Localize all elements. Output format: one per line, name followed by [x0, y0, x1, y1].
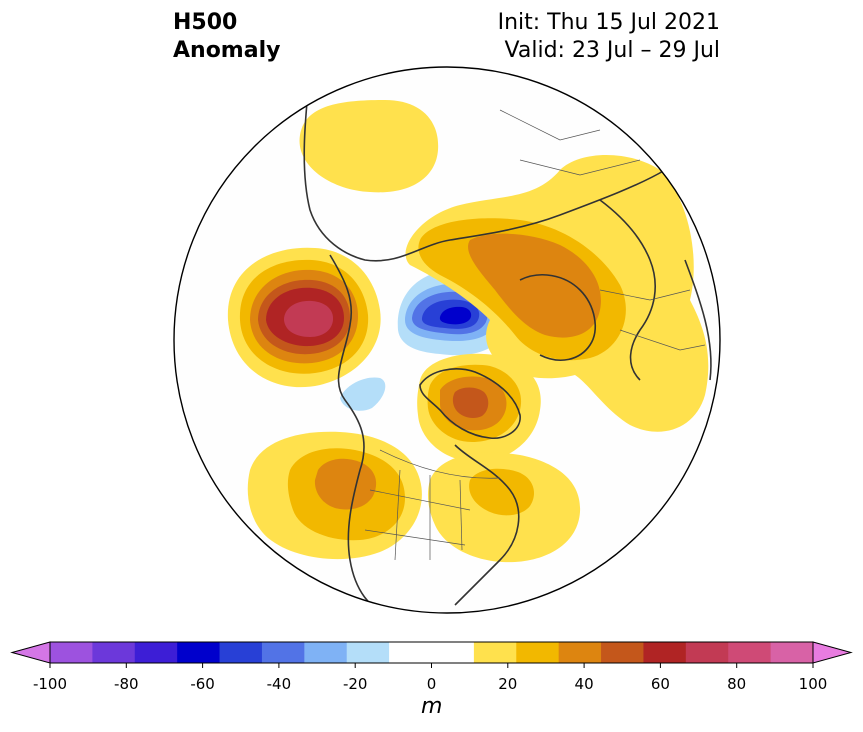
- colorbar-min-extension: [10, 641, 51, 664]
- colorbar-cell: [558, 642, 602, 663]
- anomaly-siberia-ridge: [299, 100, 709, 432]
- colorbar-cell: [685, 642, 729, 663]
- coastlines: [303, 69, 712, 613]
- colorbar-cell: [219, 642, 263, 663]
- valid-date-label: Valid: 23 Jul – 29 Jul: [504, 38, 720, 63]
- country-borders: [364, 109, 706, 561]
- colorbar-cell: [473, 642, 517, 663]
- colorbar-tick-label: 40: [574, 675, 594, 693]
- colorbar-tick-label: -100: [32, 675, 68, 693]
- colorbar-cell: [516, 642, 560, 663]
- map-boundary: [173, 66, 721, 614]
- anomaly-greenland-ridge: [417, 353, 541, 463]
- date-block: Init: Thu 15 Jul 2021 Valid: 23 Jul – 29…: [498, 9, 720, 65]
- colorbar-cell: [346, 642, 390, 663]
- colorbar-tick-label: -20: [342, 675, 368, 693]
- anomaly-alaska-ridge: [227, 247, 381, 388]
- colorbar-tick-label: -80: [114, 675, 139, 693]
- colorbar-tick-label: 80: [727, 675, 747, 693]
- init-date-label: Init: Thu 15 Jul 2021: [497, 10, 720, 35]
- colorbar-tick-label: 60: [650, 675, 670, 693]
- map-title: H500 Anomaly: [173, 9, 280, 65]
- colorbar-cell: [601, 642, 644, 663]
- colorbar-cell: [389, 642, 432, 663]
- colorbar-tick-label: -40: [266, 675, 292, 693]
- colorbar-tick-label: 0: [426, 675, 437, 693]
- colorbar-cell: [431, 642, 475, 663]
- colorbar-cell: [50, 642, 93, 663]
- colorbar-tick-label: -60: [190, 675, 215, 693]
- colorbar-cell: [134, 642, 178, 663]
- colorbar-cell: [177, 642, 221, 663]
- anomaly-alaska-coast-trough: [340, 377, 386, 411]
- colorbar-cell: [770, 642, 814, 663]
- colorbar-tick-label: 100: [798, 675, 828, 693]
- colorbar-cell: [304, 642, 348, 663]
- colorbar-cell: [728, 642, 772, 663]
- title-line-2: Anomaly: [173, 38, 281, 63]
- anomaly-west-na-ridge: [247, 431, 422, 560]
- colorbar-tick-label: 20: [498, 675, 518, 693]
- colorbar-max-extension: [812, 641, 853, 664]
- title-line-1: H500: [173, 10, 238, 35]
- colorbar-cell: [643, 642, 687, 663]
- colorbar-unit-label: m: [421, 694, 443, 719]
- colorbar-cell: [261, 642, 305, 663]
- colorbar-cell: [92, 642, 136, 663]
